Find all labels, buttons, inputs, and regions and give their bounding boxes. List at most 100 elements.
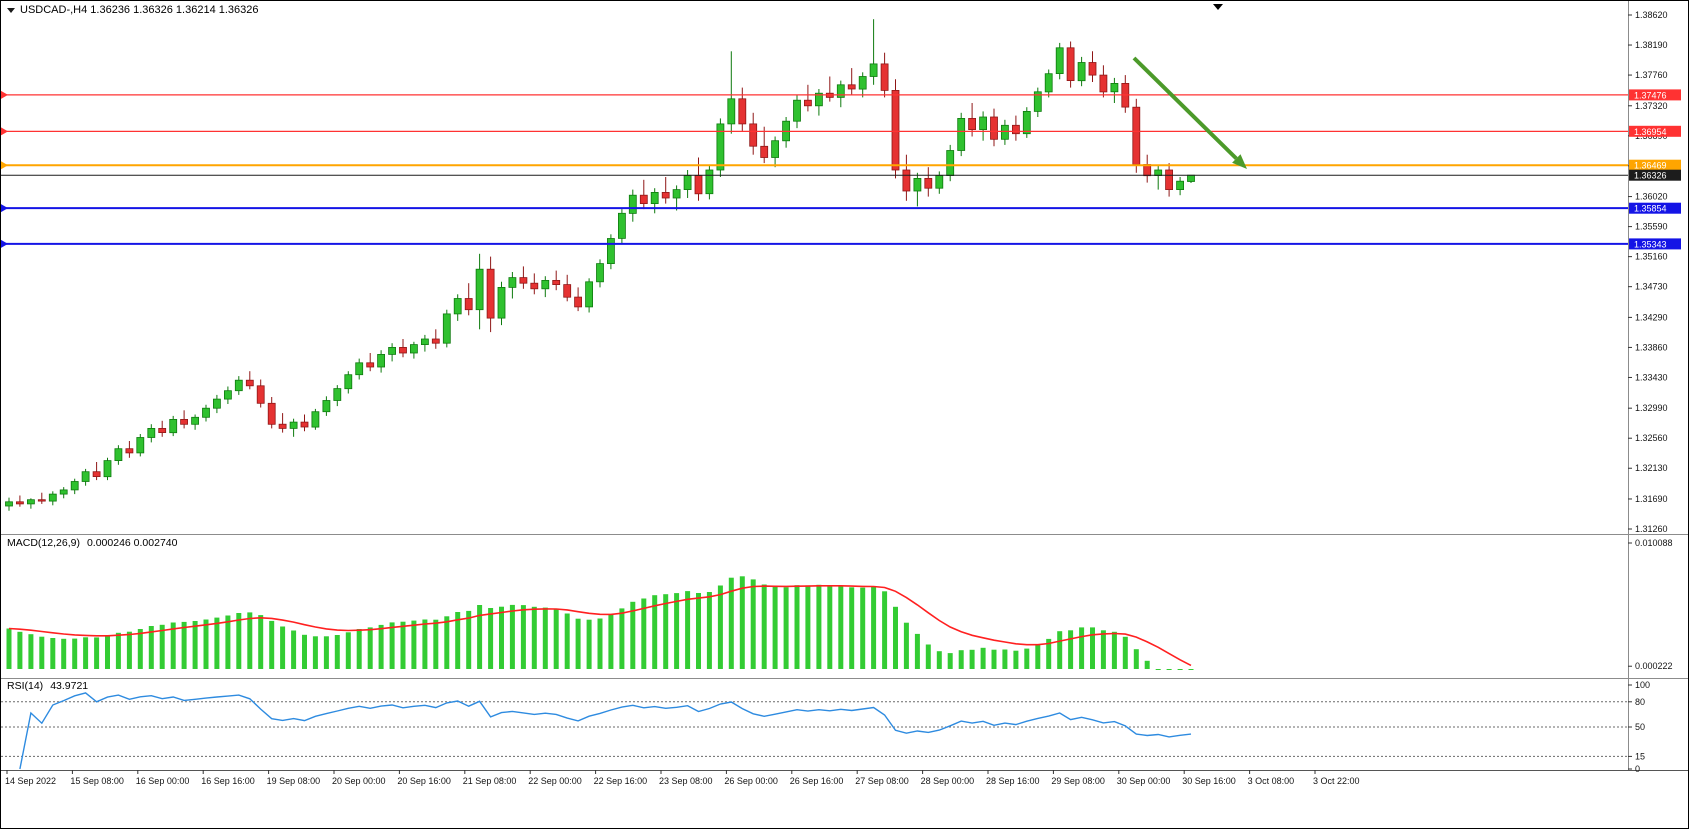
macd-histogram-bar: [28, 634, 34, 669]
macd-histogram-bar: [619, 608, 625, 669]
candle-body: [552, 279, 561, 285]
candle-body: [793, 99, 801, 122]
trend-arrow-head-icon[interactable]: [1232, 154, 1247, 169]
macd-histogram-bar: [105, 635, 110, 669]
macd-axis-label: 0.010088: [1635, 538, 1673, 548]
macd-histogram-bar: [214, 617, 220, 669]
time-axis-label: 20 Sep 16:00: [397, 776, 451, 786]
macd-histogram-bar: [772, 587, 778, 669]
macd-histogram-bar: [1057, 631, 1063, 669]
symbol-dropdown-icon[interactable]: [7, 7, 15, 13]
candle-body: [399, 346, 407, 354]
candle-body: [158, 427, 167, 433]
price-axis-label: 1.35160: [1635, 252, 1668, 262]
rsi-value: 43.9721: [50, 680, 89, 692]
candle-body: [1012, 124, 1020, 135]
candle-body: [212, 398, 221, 409]
macd-histogram-bar: [1024, 648, 1030, 669]
candle-body: [771, 140, 779, 158]
macd-histogram-bar: [630, 601, 636, 669]
macd-histogram-bar: [849, 587, 855, 669]
candle-body: [957, 118, 966, 151]
macd-histogram-bar: [137, 629, 143, 669]
macd-histogram-bar: [882, 591, 888, 669]
candle-body: [508, 277, 517, 288]
candle-body: [333, 388, 342, 401]
level-left-marker-icon[interactable]: [1, 161, 8, 170]
macd-histogram-bar: [1111, 631, 1117, 669]
price-level-badge: [1629, 169, 1681, 181]
macd-histogram-bar: [674, 593, 680, 669]
candle-body: [749, 123, 758, 147]
macd-histogram-bar: [728, 577, 734, 669]
candle-body: [475, 268, 484, 311]
price-level-badge: [1629, 159, 1681, 171]
time-axis-label: 16 Sep 00:00: [136, 776, 190, 786]
candle-body: [180, 418, 189, 425]
macd-histogram-bar: [1100, 630, 1106, 669]
price-level-badge-text: 1.36469: [1634, 161, 1667, 171]
macd-histogram-bar: [827, 585, 833, 669]
macd-histogram-bar: [706, 592, 712, 669]
candle-body: [672, 189, 681, 199]
candle-body: [223, 390, 232, 400]
candle-body: [1187, 174, 1195, 182]
macd-histogram-bar: [553, 609, 559, 669]
level-left-marker-icon[interactable]: [1, 90, 8, 99]
macd-histogram-bar: [717, 585, 723, 669]
candle-body: [202, 407, 210, 418]
macd-histogram-bar: [914, 633, 920, 669]
macd-histogram-bar: [466, 610, 472, 669]
level-left-marker-icon[interactable]: [1, 239, 8, 248]
price-axis-label: 1.35590: [1635, 222, 1668, 232]
macd-histogram-bar: [94, 637, 100, 669]
price-axis-label: 1.32990: [1635, 403, 1668, 413]
price-axis-label: 1.33860: [1635, 342, 1668, 352]
candle-body: [1110, 83, 1119, 93]
candle-body: [880, 63, 889, 91]
macd-histogram-bar: [367, 627, 373, 669]
macd-histogram-bar: [422, 619, 428, 669]
macd-histogram-bar: [838, 585, 844, 669]
candle-body: [804, 99, 812, 107]
macd-histogram-bar: [302, 634, 307, 669]
candle-body: [311, 411, 320, 428]
time-axis-label: 22 Sep 00:00: [528, 776, 582, 786]
candle-body: [1077, 62, 1086, 82]
time-axis-label: 28 Sep 16:00: [986, 776, 1040, 786]
candle-body: [1176, 180, 1184, 190]
candle-body: [388, 346, 397, 355]
price-axis-label: 1.32560: [1635, 433, 1668, 443]
level-left-marker-icon[interactable]: [1, 204, 8, 213]
candle-body: [431, 338, 440, 344]
rsi-line: [19, 692, 1192, 770]
trend-arrow-line[interactable]: [1132, 56, 1238, 160]
macd-histogram-bar: [1177, 669, 1183, 670]
candle-body: [705, 169, 714, 195]
macd-histogram-bar: [597, 618, 603, 669]
price-level-badge: [1629, 238, 1681, 250]
macd-histogram-bar: [455, 612, 461, 669]
time-axis-label: 20 Sep 00:00: [332, 776, 386, 786]
macd-histogram-bar: [400, 621, 406, 669]
macd-panel: 0.010088 0.000222: [6, 538, 1673, 671]
macd-histogram-bar: [411, 620, 417, 669]
rsi-axis-label: 80: [1635, 697, 1645, 707]
candle-body: [519, 277, 528, 284]
level-left-marker-icon[interactable]: [1, 127, 8, 136]
chart-shift-marker-icon[interactable]: [1213, 4, 1223, 10]
price-scale[interactable]: 1.386201.381901.377601.373201.368901.364…: [1628, 10, 1668, 534]
candle-body: [234, 379, 243, 392]
time-scale[interactable]: 14 Sep 2022 15 Sep 08:00 16 Sep 00:00 16 Se…: [5, 770, 1360, 786]
macd-histogram-bar: [6, 628, 12, 669]
time-axis-label: 23 Sep 08:00: [659, 776, 713, 786]
macd-histogram-bar: [783, 587, 789, 669]
macd-histogram-bar: [1090, 627, 1095, 669]
macd-histogram-bar: [1188, 669, 1194, 670]
macd-histogram-bar: [564, 613, 570, 669]
macd-histogram-bar: [477, 605, 483, 669]
macd-histogram-bar: [444, 616, 450, 669]
macd-histogram-bar: [499, 606, 504, 669]
